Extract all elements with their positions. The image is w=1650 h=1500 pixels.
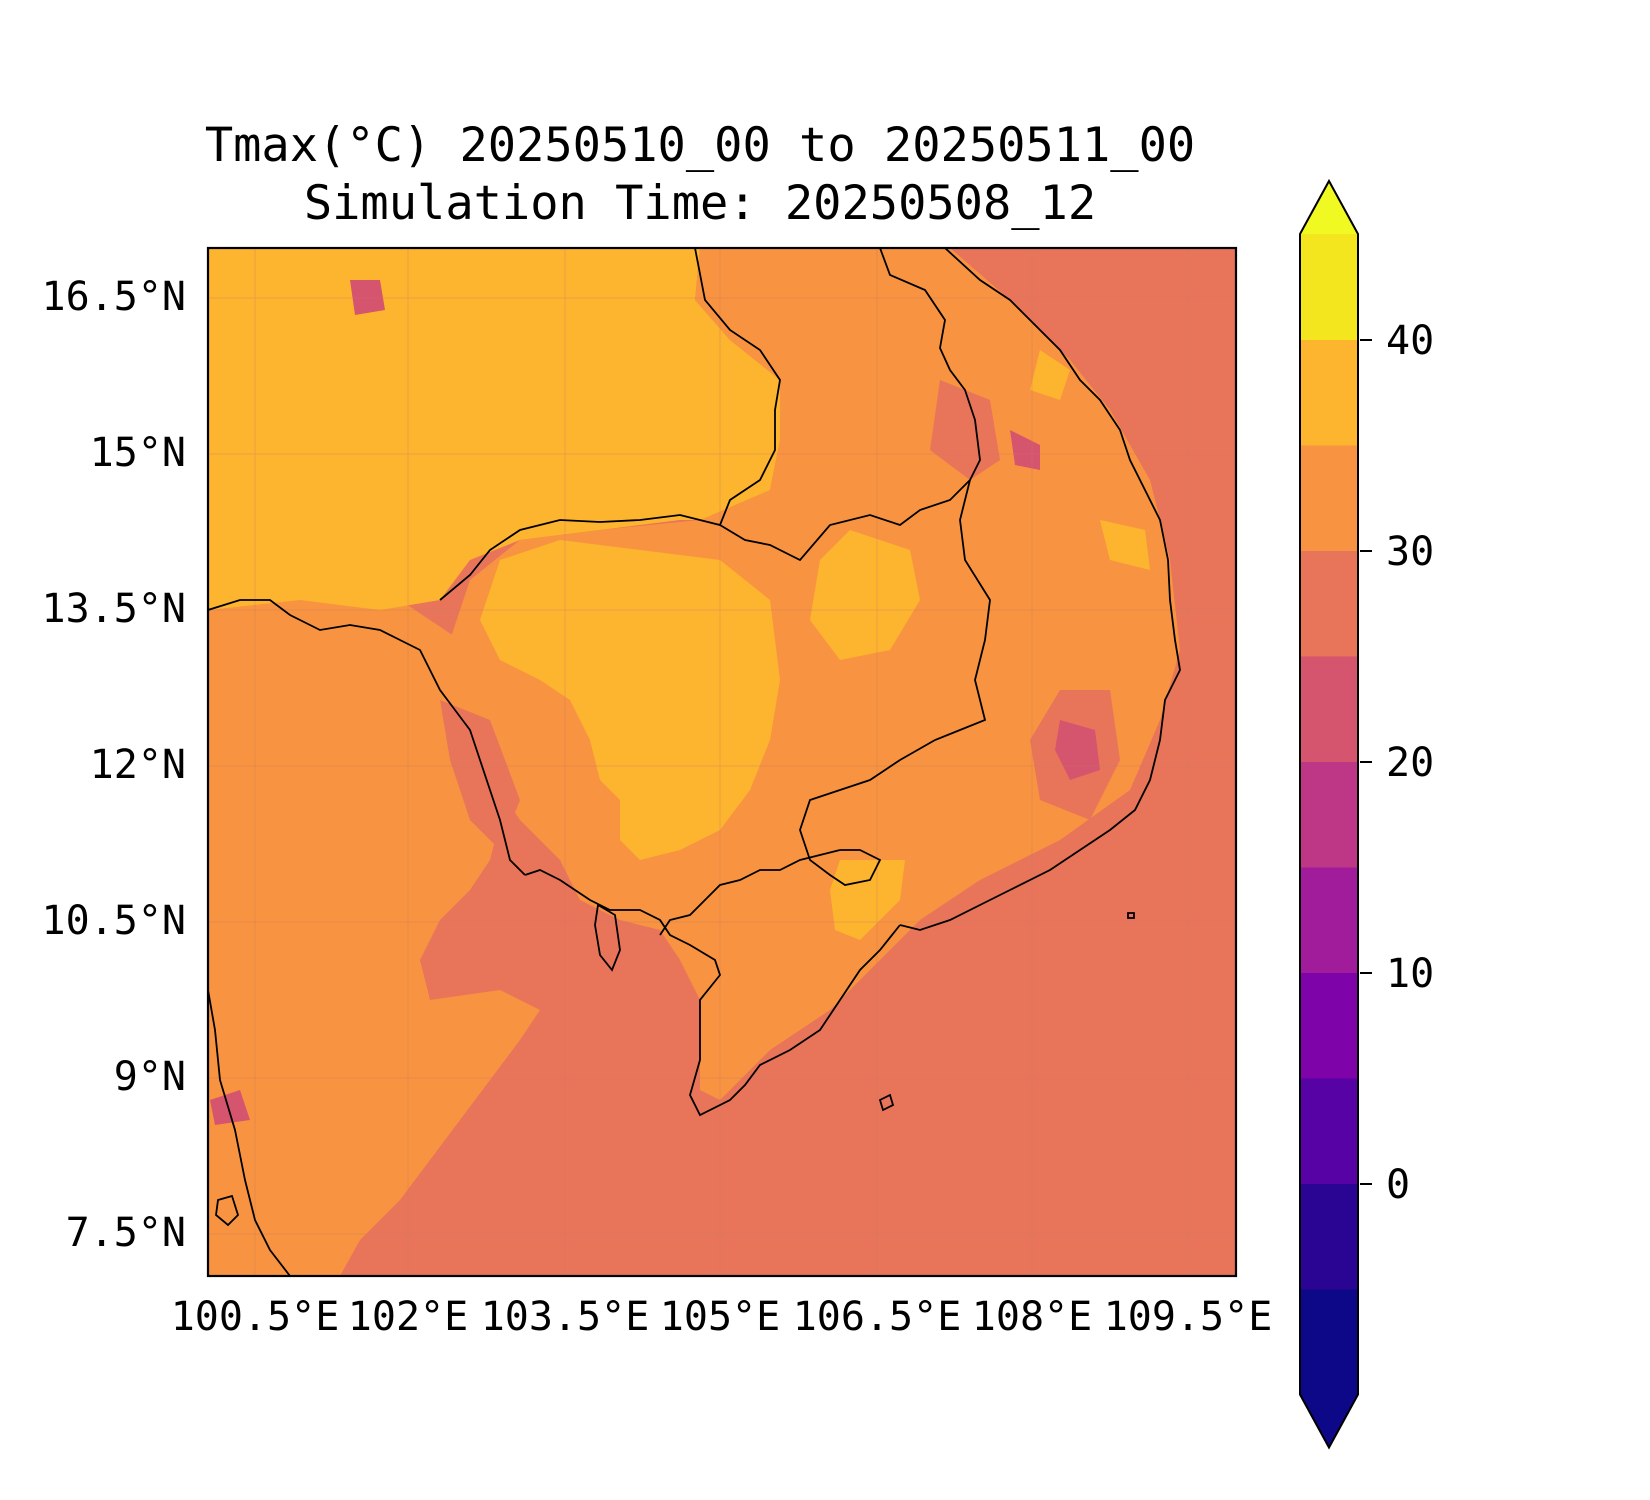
coastline-island-phu-quoc [594,903,621,972]
colorbar-segment [1300,445,1358,551]
colorbar [1299,178,1359,1450]
coastline-malay-peninsula [208,989,291,1276]
field-band-20-25-spot-d [210,1090,250,1125]
graticule [208,248,1236,1276]
field-band-20-25-spot-a [1055,720,1100,780]
colorbar-outline [1299,178,1359,1450]
colorbar-tick: 40 [1386,318,1434,364]
coastline-island-koh-samui [215,1194,240,1227]
colorbar-segment [1300,867,1358,973]
colorbar-segment [1300,1078,1358,1184]
field-band-25-30-highland-b [930,380,1000,480]
lon-tick: 109.5°E [1104,1294,1273,1340]
colorbar-tick: 0 [1386,1162,1410,1208]
coastline-mekong-delta [524,869,901,1117]
coastline-vietnam-east [899,248,1181,931]
lon-tick: 102°E [348,1294,468,1340]
lon-ticks: 100.5°E 102°E 103.5°E 105°E 106.5°E 108°… [171,1294,1273,1340]
coastline-island-small-a [878,1093,895,1112]
temperature-field [208,248,1236,1276]
colorbar-tick: 30 [1386,529,1434,575]
map-frame [206,246,1238,1278]
field-band-35-40-patch-c [1030,350,1070,400]
border-thailand-cambodia [439,248,781,601]
coastline-gulf-west [208,599,526,876]
lon-tick: 100.5°E [171,1294,340,1340]
colorbar-extend-high [1300,181,1358,234]
colorbar-segment [1300,656,1358,762]
map-subtitle: Simulation Time: 20250508_12 [303,176,1097,231]
lat-tick: 16.5°N [42,274,187,320]
colorbar-segment [1300,1183,1358,1290]
lat-tick: 15°N [90,430,186,476]
lon-tick: 105°E [660,1294,780,1340]
coastline-island-small-b [1127,912,1135,919]
colorbar-tick: 10 [1386,951,1434,997]
field-band-20-25-spot-c [350,280,385,315]
field-band-35-40-patch-a [810,530,920,660]
lon-tick: 103.5°E [481,1294,650,1340]
border-cambodia-vietnam-south [799,479,991,886]
lat-tick: 9°N [114,1054,186,1100]
lon-tick: 106.5°E [793,1294,962,1340]
field-band-35-40-patch-b [830,860,905,940]
lon-tick: 108°E [972,1294,1092,1340]
lat-tick: 10.5°N [42,898,187,944]
colorbar-segment [1300,972,1358,1079]
colorbar-tick: 20 [1386,740,1434,786]
lat-tick: 13.5°N [42,586,187,632]
colorbar-segment [1300,1289,1358,1395]
colorbar-segment [1300,761,1358,868]
field-band-35-40-patch-d [1100,520,1150,570]
map-title: Tmax(°C) 20250510_00 to 20250511_00 [204,118,1196,173]
lat-tick: 12°N [90,742,186,788]
colorbar-segment [1300,550,1358,657]
colorbar-segment [1300,339,1358,446]
field-band-20-25-spot-b [1010,430,1040,470]
field-band-25-30-west-coast [440,700,520,850]
colorbar-segment [1300,234,1358,340]
border-cambodia-gulf-south [659,849,841,936]
field-band-35-40-core [480,540,780,860]
coastlines-borders [208,248,1181,1276]
lat-tick: 7.5°N [66,1210,186,1256]
colorbar-ticks: 40 30 20 10 0 [1360,318,1434,1208]
colorbar-extend-low [1300,1394,1358,1448]
lat-ticks: 16.5°N 15°N 13.5°N 12°N 10.5°N 9°N 7.5°N [42,274,187,1256]
